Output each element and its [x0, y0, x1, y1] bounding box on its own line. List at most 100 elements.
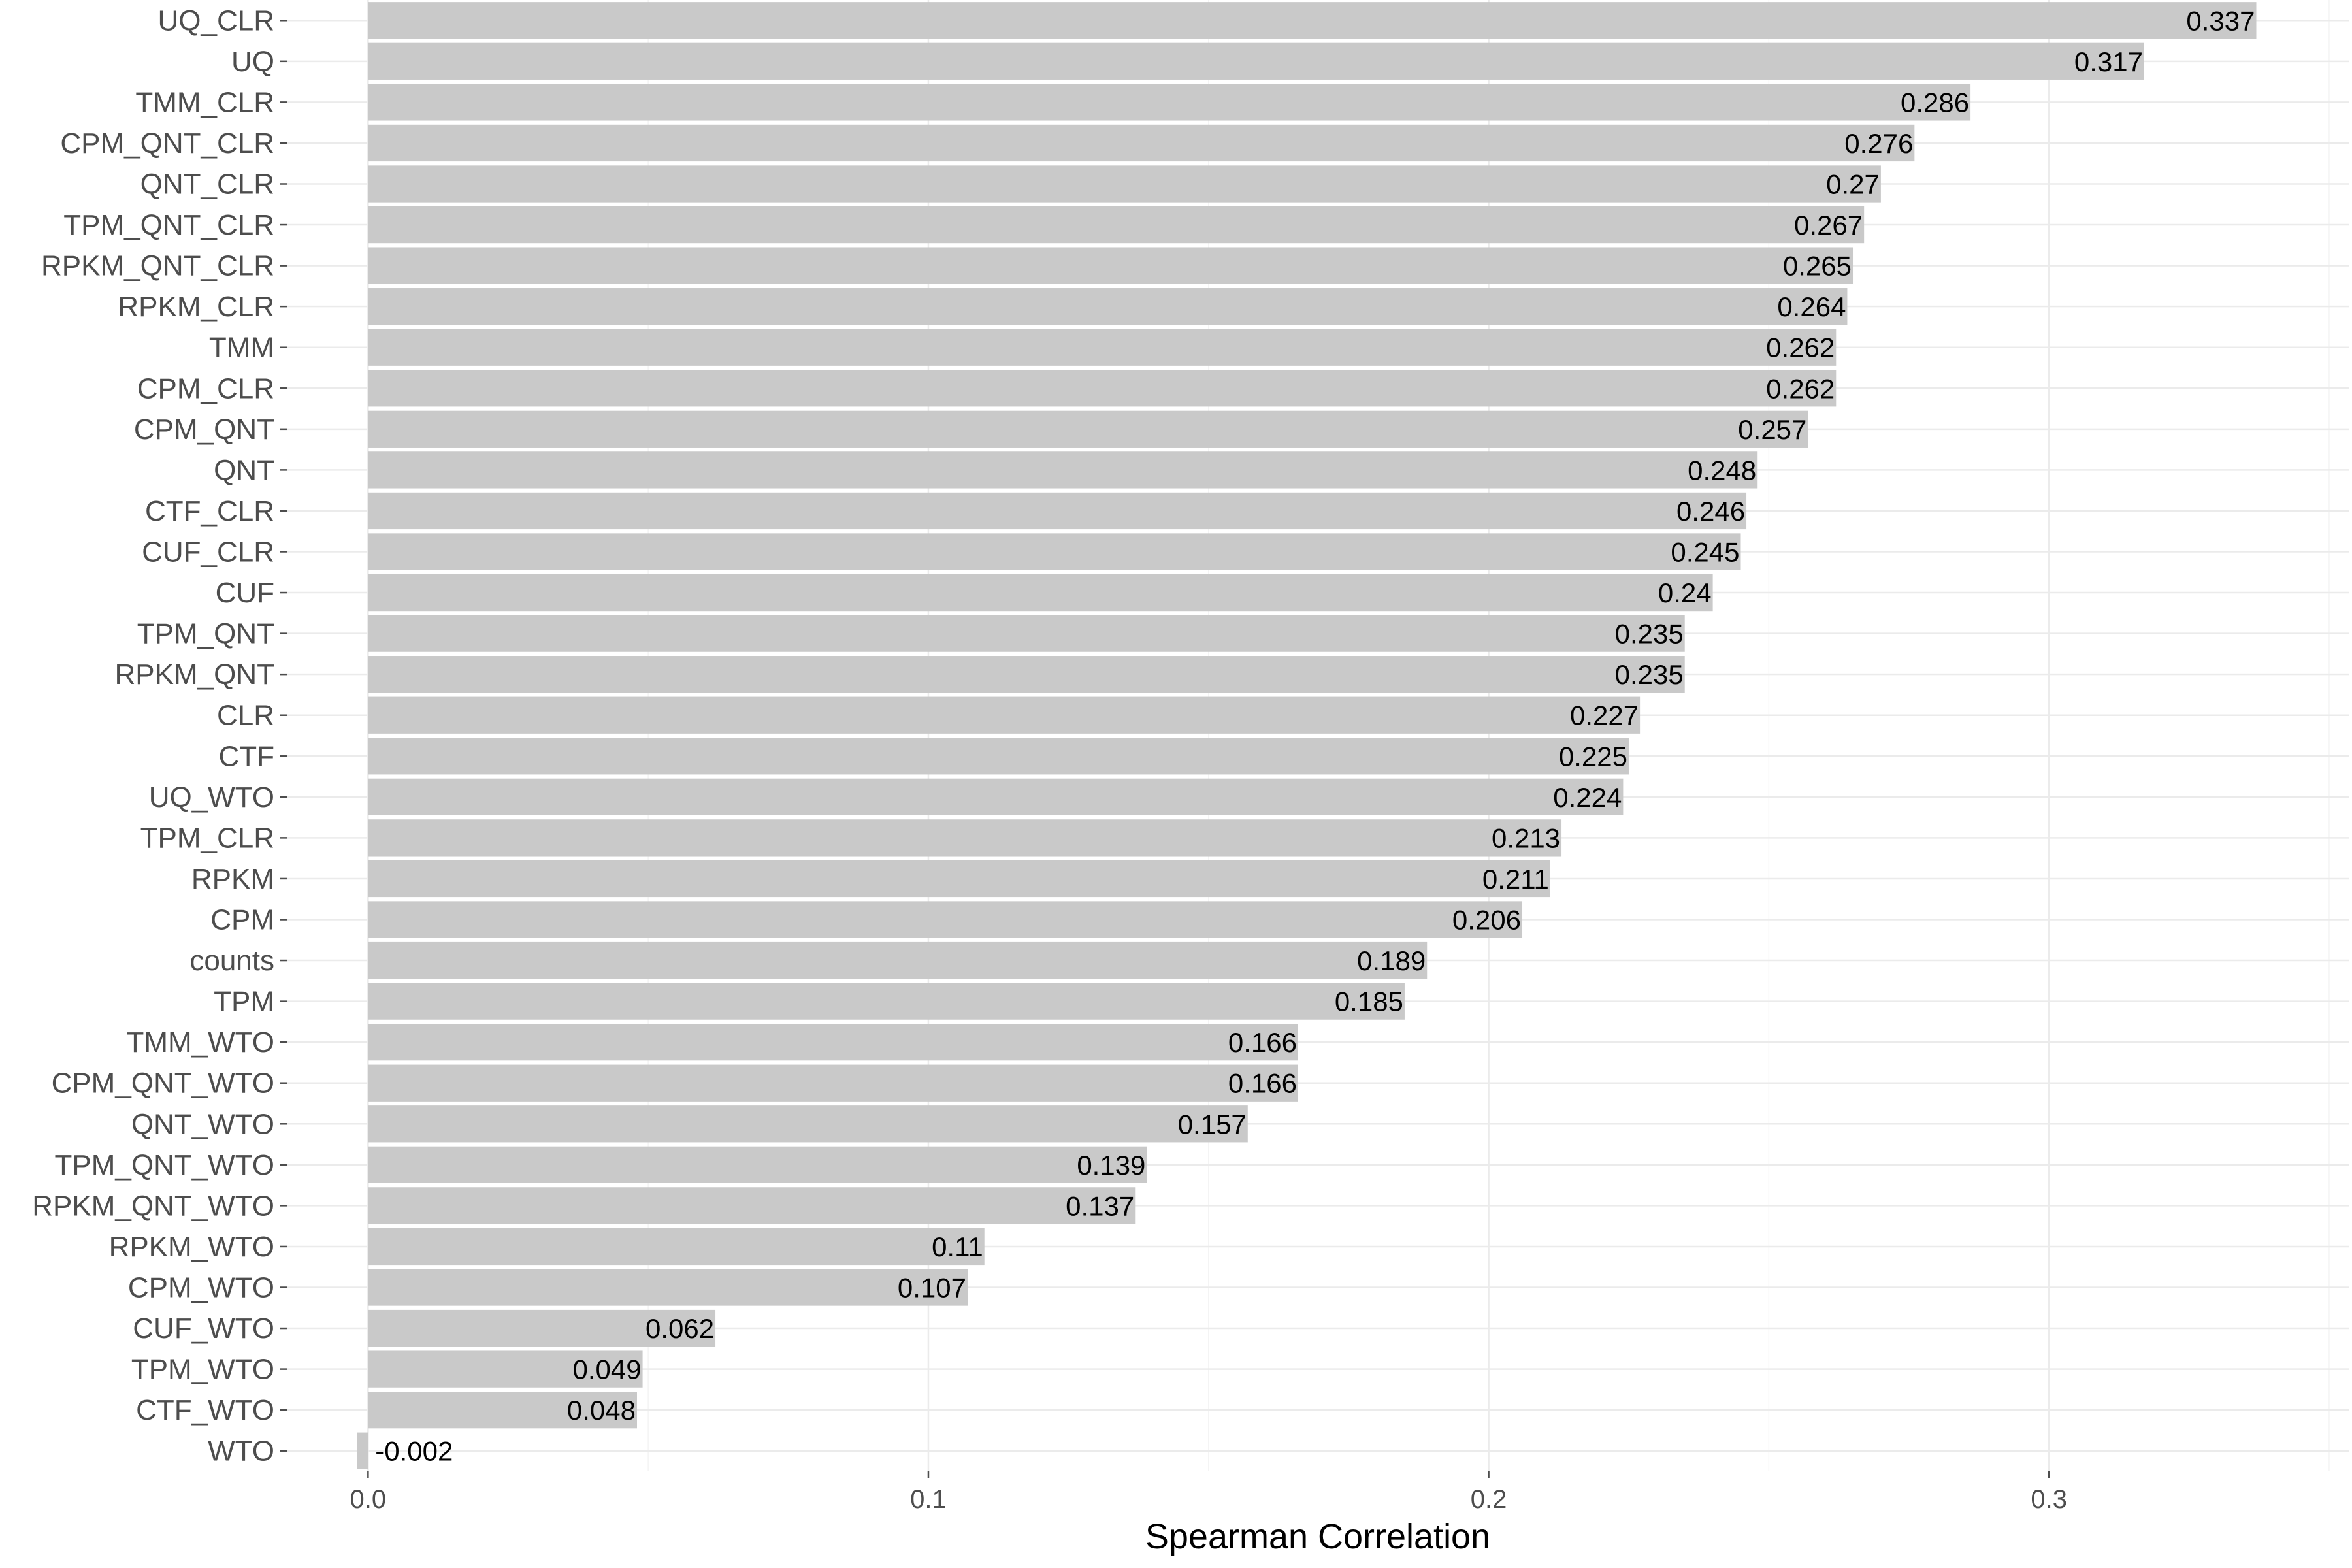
category-label: UQ [231, 46, 274, 78]
bar [368, 819, 1562, 857]
bar [368, 901, 1523, 938]
bar-value-label: 0.262 [1766, 333, 1835, 363]
bar-value-label: 0.248 [1688, 455, 1756, 485]
bar [368, 42, 2144, 80]
category-label: CPM_QNT_WTO [52, 1068, 274, 1100]
bar-value-label: 0.267 [1794, 210, 1863, 240]
bar-value-label: 0.137 [1066, 1190, 1134, 1221]
bar [368, 1228, 985, 1266]
bar [368, 165, 1881, 203]
x-axis-title: Spearman Correlation [1145, 1517, 1490, 1556]
bar [368, 656, 1685, 693]
x-axis: 0.0 0.1 0.2 0.3 [350, 1471, 2067, 1514]
bar [368, 1024, 1298, 1061]
bar [368, 206, 1865, 244]
bar-value-label: 0.245 [1671, 537, 1739, 568]
bar-value-label: 0.337 [2186, 5, 2255, 36]
bar [368, 288, 1848, 325]
bar [368, 492, 1747, 530]
bar [368, 1187, 1136, 1224]
y-axis: UQ_CLR UQ TMM_CLR CPM_QNT_CLR QNT_CLR TPM_QNT… [32, 5, 287, 1467]
bar-value-label: 0.211 [1482, 864, 1549, 894]
bar-value-label: 0.235 [1615, 619, 1684, 649]
bar-value-label: 0.224 [1553, 782, 1622, 813]
bar [368, 124, 1915, 162]
bar [368, 1309, 716, 1347]
bar [368, 696, 1641, 734]
bar-value-label: 0.27 [1826, 169, 1880, 200]
bar-value-label: 0.048 [567, 1395, 636, 1426]
x-axis-tick-label: 0.0 [350, 1485, 387, 1514]
bar-value-label: 0.139 [1077, 1150, 1145, 1181]
category-label: QNT_WTO [131, 1108, 274, 1140]
bar [368, 615, 1685, 652]
category-label: RPKM_QNT_CLR [41, 250, 274, 282]
category-label: UQ_WTO [149, 781, 274, 813]
bar [368, 410, 1808, 448]
category-label: QNT [214, 454, 274, 486]
x-axis-tick-label: 0.3 [2031, 1485, 2067, 1514]
bar [368, 533, 1741, 570]
category-label: TPM_QNT [137, 618, 274, 650]
category-label: RPKM_CLR [118, 291, 274, 323]
category-label: RPKM_QNT_WTO [32, 1190, 274, 1222]
bar [368, 2, 2257, 39]
bar [368, 1064, 1298, 1102]
category-label: CTF [218, 740, 274, 772]
bar [368, 1269, 968, 1306]
bar-value-label: 0.166 [1228, 1068, 1297, 1099]
category-label: TPM_WTO [131, 1354, 274, 1386]
bars [357, 2, 2257, 1469]
bar [368, 860, 1550, 898]
category-label: TPM [214, 986, 274, 1018]
bar-value-label: 0.317 [2074, 46, 2143, 77]
bar [368, 941, 1428, 979]
x-axis-tick-label: 0.2 [1471, 1485, 1507, 1514]
bar-value-label: 0.185 [1335, 987, 1403, 1017]
bar-value-label: 0.157 [1178, 1109, 1247, 1139]
bar [368, 1146, 1147, 1183]
bar-value-label: 0.227 [1570, 700, 1639, 731]
category-label: TMM_CLR [135, 86, 274, 118]
bar [368, 738, 1629, 775]
bar-value-label: 0.246 [1676, 496, 1745, 527]
category-label: TPM_CLR [140, 822, 274, 854]
bar-value-label: 0.262 [1766, 373, 1835, 404]
category-label: CUF_WTO [133, 1313, 274, 1345]
category-label: TMM [209, 332, 274, 364]
category-label: QNT_CLR [140, 169, 274, 201]
bar-value-label: 0.062 [645, 1313, 714, 1344]
bar-value-label: 0.225 [1559, 741, 1627, 772]
bar [368, 1392, 638, 1429]
category-label: TPM_QNT_WTO [54, 1149, 274, 1181]
category-label: UQ_CLR [158, 5, 275, 37]
bar [368, 1350, 643, 1388]
bar [368, 329, 1837, 366]
bar-value-label: 0.235 [1615, 659, 1684, 690]
bar [368, 370, 1837, 407]
bar-value-label: 0.286 [1901, 87, 1969, 118]
category-label: CUF [216, 577, 274, 609]
bar-value-label: 0.257 [1738, 414, 1806, 445]
bar-value-label: 0.11 [932, 1232, 983, 1262]
bar [368, 1105, 1248, 1143]
x-axis-tick-label: 0.1 [910, 1485, 947, 1514]
data-labels: 0.337 0.317 0.286 0.276 0.27 0.267 0.265 0.264 0… [375, 5, 2255, 1466]
category-label: CPM_WTO [128, 1272, 274, 1304]
category-label: counts [189, 945, 274, 977]
bar-value-label: 0.24 [1658, 578, 1712, 608]
category-label: CLR [217, 700, 274, 732]
category-label: TMM_WTO [127, 1026, 275, 1058]
bar [368, 247, 1854, 284]
category-label: RPKM_QNT [115, 659, 274, 691]
category-label: CPM_QNT [134, 414, 274, 446]
bar-value-label: 0.265 [1783, 251, 1852, 282]
bar-value-label: 0.264 [1777, 291, 1846, 322]
category-label: CTF_CLR [145, 495, 274, 527]
category-label: CTF_WTO [136, 1394, 274, 1426]
bar-value-label: -0.002 [375, 1436, 453, 1467]
category-label: CPM [210, 904, 274, 936]
bar [368, 983, 1405, 1020]
bar-value-label: 0.049 [572, 1354, 641, 1385]
